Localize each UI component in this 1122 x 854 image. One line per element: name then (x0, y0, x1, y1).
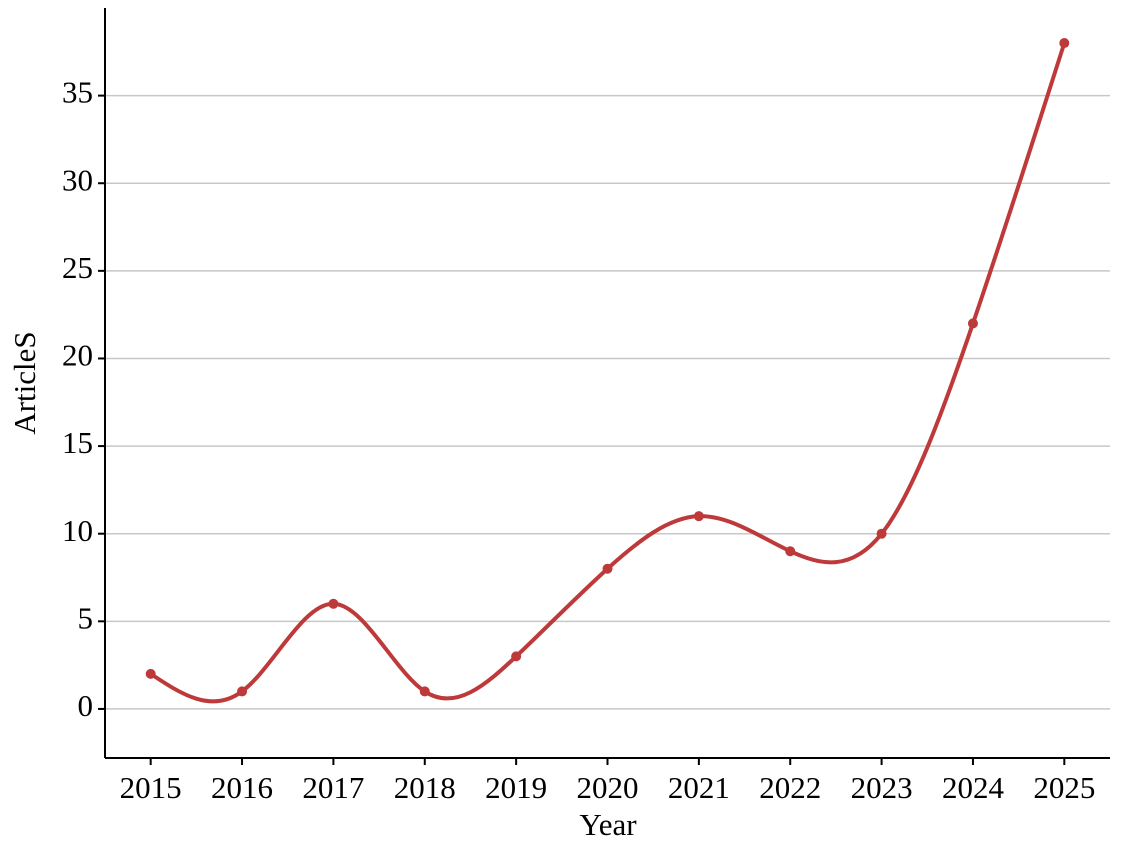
y-tick-label: 10 (62, 513, 93, 548)
y-tick-label: 15 (62, 425, 93, 460)
y-axis-label: ArticleS (7, 331, 42, 434)
point (785, 546, 796, 557)
x-tick-label: 2016 (211, 770, 273, 805)
point (876, 528, 887, 539)
y-tick-label: 20 (62, 338, 93, 373)
x-tick-label: 2017 (302, 770, 364, 805)
x-axis-label: Year (579, 807, 637, 842)
y-tick-label: 25 (62, 250, 93, 285)
point (1059, 38, 1070, 49)
x-tick-label: 2023 (851, 770, 913, 805)
y-tick-label: 5 (78, 600, 94, 635)
point (511, 651, 522, 662)
x-tick-label: 2021 (668, 770, 730, 805)
x-tick-label: 2015 (120, 770, 182, 805)
y-tick-label: 30 (62, 162, 93, 197)
point (237, 686, 248, 697)
x-tick-label: 2022 (759, 770, 821, 805)
point (602, 563, 613, 574)
point (328, 598, 339, 609)
x-tick-label: 2024 (942, 770, 1005, 805)
point (693, 511, 704, 522)
line (149, 42, 1067, 704)
x-tick-label: 2018 (394, 770, 456, 805)
point (145, 668, 156, 679)
y-tick-label: 35 (62, 75, 93, 110)
point (419, 686, 430, 697)
x-tick-label: 2020 (577, 770, 639, 805)
x-tick-label: 2019 (485, 770, 547, 805)
y-tick-label: 0 (78, 688, 94, 723)
point (967, 318, 978, 329)
x-tick-label: 2025 (1033, 770, 1095, 805)
